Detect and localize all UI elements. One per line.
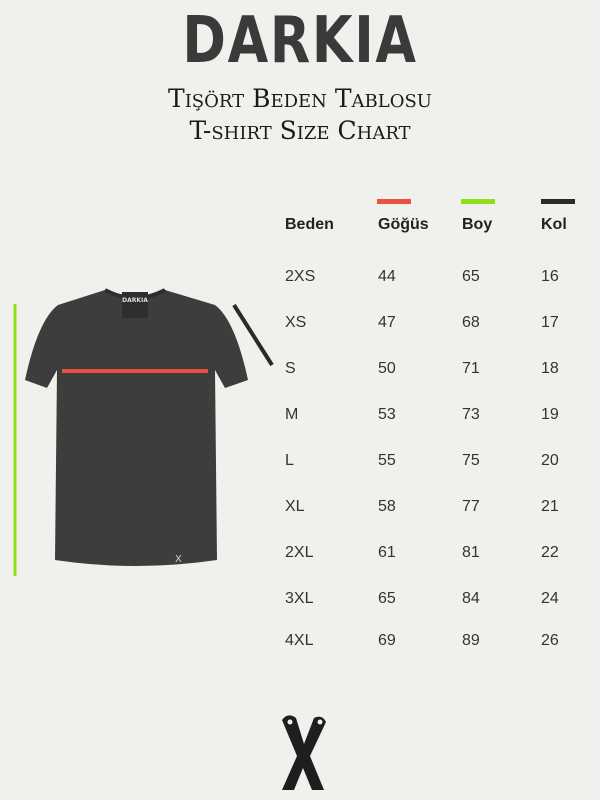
measurement-cell: 22 bbox=[541, 544, 559, 561]
measurement-cell: 84 bbox=[462, 590, 480, 607]
size-cell: S bbox=[285, 360, 296, 377]
measurement-cell: 44 bbox=[378, 268, 396, 285]
boy-color-bar bbox=[461, 199, 495, 204]
column-header: Göğüs bbox=[378, 216, 429, 233]
measurement-cell: 16 bbox=[541, 268, 559, 285]
measurement-cell: 89 bbox=[462, 632, 480, 649]
title-turkish: Tişört Beden Tablosu bbox=[168, 84, 432, 113]
measurement-cell: 68 bbox=[462, 314, 480, 331]
gogus-color-bar bbox=[377, 199, 411, 204]
tshirt-body bbox=[25, 290, 248, 566]
measurement-cell: 17 bbox=[541, 314, 559, 331]
column-header: Kol bbox=[541, 216, 567, 233]
shirt-label: DARKIA bbox=[122, 297, 148, 304]
size-cell: 2XS bbox=[285, 268, 316, 285]
measurement-cell: 18 bbox=[541, 360, 559, 377]
x-logo-icon bbox=[282, 715, 326, 790]
measurement-cell: 65 bbox=[378, 590, 396, 607]
measurement-cell: 71 bbox=[462, 360, 480, 377]
size-cell: XL bbox=[285, 498, 305, 515]
measurement-cell: 47 bbox=[378, 314, 396, 331]
measurement-cell: 69 bbox=[378, 632, 396, 649]
measurement-cell: 55 bbox=[378, 452, 396, 469]
measurement-cell: 19 bbox=[541, 406, 559, 423]
measurement-cell: 24 bbox=[541, 590, 559, 607]
kol-color-bar bbox=[541, 199, 575, 204]
measurement-cell: 21 bbox=[541, 498, 559, 515]
sleeve-indicator bbox=[232, 303, 274, 367]
column-header: Boy bbox=[462, 216, 493, 233]
measurement-cell: 77 bbox=[462, 498, 480, 515]
size-cell: XS bbox=[285, 314, 307, 331]
title-english: T-shirt Size Chart bbox=[189, 116, 411, 145]
measurement-cell: 58 bbox=[378, 498, 396, 515]
tshirt-illustration: DARKIA X bbox=[13, 288, 274, 576]
measurement-cell: 75 bbox=[462, 452, 480, 469]
measurement-cell: 73 bbox=[462, 406, 480, 423]
column-header: Beden bbox=[285, 216, 334, 233]
shirt-x-mark: X bbox=[175, 554, 182, 565]
size-cell: 4XL bbox=[285, 632, 314, 649]
measurement-cell: 20 bbox=[541, 452, 559, 469]
measurement-cell: 26 bbox=[541, 632, 559, 649]
measurement-cell: 65 bbox=[462, 268, 480, 285]
size-cell: M bbox=[285, 406, 299, 423]
brand-logo: DARKIA bbox=[182, 4, 418, 78]
measurement-cell: 50 bbox=[378, 360, 396, 377]
size-cell: 3XL bbox=[285, 590, 314, 607]
size-cell: L bbox=[285, 452, 294, 469]
size-cell: 2XL bbox=[285, 544, 314, 561]
measurement-cell: 53 bbox=[378, 406, 396, 423]
measurement-cell: 81 bbox=[462, 544, 480, 561]
measurement-cell: 61 bbox=[378, 544, 396, 561]
